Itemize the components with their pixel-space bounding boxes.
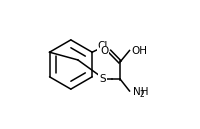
Text: 2: 2 — [139, 90, 143, 99]
Text: S: S — [99, 74, 105, 84]
Text: NH: NH — [132, 87, 147, 97]
Text: OH: OH — [131, 46, 147, 56]
Text: Cl: Cl — [97, 41, 107, 51]
Text: O: O — [100, 46, 108, 56]
